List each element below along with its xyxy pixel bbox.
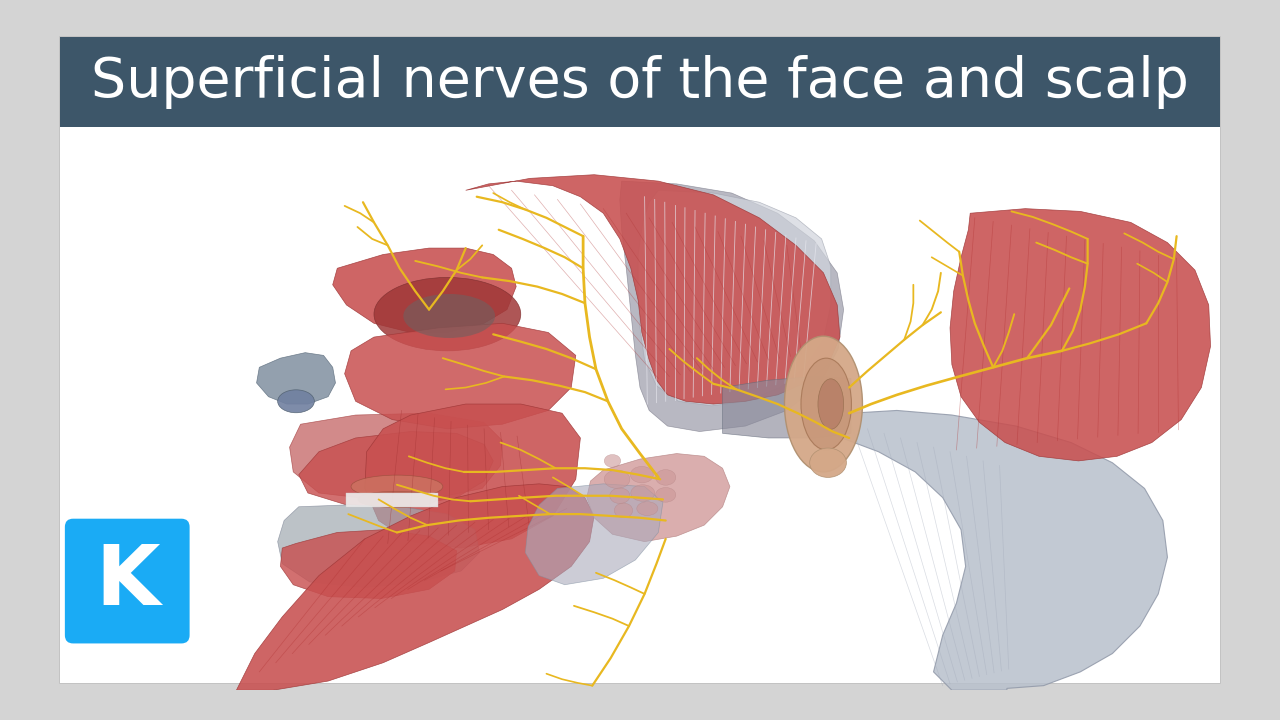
Polygon shape bbox=[298, 431, 493, 507]
Ellipse shape bbox=[278, 390, 315, 413]
Text: K: K bbox=[95, 541, 160, 621]
Ellipse shape bbox=[609, 488, 630, 503]
Polygon shape bbox=[823, 410, 1167, 690]
Polygon shape bbox=[525, 484, 663, 585]
Ellipse shape bbox=[604, 470, 630, 488]
Polygon shape bbox=[237, 484, 594, 690]
Polygon shape bbox=[620, 181, 844, 431]
Ellipse shape bbox=[374, 277, 521, 351]
Polygon shape bbox=[586, 454, 730, 541]
Ellipse shape bbox=[604, 454, 621, 467]
Ellipse shape bbox=[351, 475, 443, 498]
Polygon shape bbox=[950, 209, 1211, 461]
Ellipse shape bbox=[655, 487, 676, 502]
Ellipse shape bbox=[358, 491, 436, 508]
Ellipse shape bbox=[614, 503, 632, 518]
Polygon shape bbox=[722, 377, 851, 438]
Polygon shape bbox=[639, 190, 831, 406]
Ellipse shape bbox=[403, 294, 495, 338]
Ellipse shape bbox=[636, 502, 658, 516]
Polygon shape bbox=[280, 530, 457, 598]
Ellipse shape bbox=[631, 485, 654, 501]
Polygon shape bbox=[278, 505, 480, 588]
Ellipse shape bbox=[810, 448, 846, 477]
Polygon shape bbox=[333, 248, 516, 333]
Polygon shape bbox=[466, 175, 840, 404]
Ellipse shape bbox=[785, 336, 863, 472]
FancyBboxPatch shape bbox=[65, 518, 189, 644]
Polygon shape bbox=[365, 404, 580, 548]
Text: Superficial nerves of the face and scalp: Superficial nerves of the face and scalp bbox=[91, 55, 1189, 109]
Bar bbox=[60, 37, 1220, 127]
Polygon shape bbox=[289, 413, 503, 500]
FancyBboxPatch shape bbox=[60, 37, 1220, 683]
Polygon shape bbox=[256, 353, 335, 404]
Ellipse shape bbox=[818, 379, 844, 429]
Ellipse shape bbox=[801, 358, 851, 450]
Ellipse shape bbox=[630, 467, 653, 483]
Bar bbox=[347, 493, 438, 507]
Polygon shape bbox=[344, 323, 576, 429]
Bar bbox=[60, 127, 1220, 683]
Ellipse shape bbox=[655, 469, 676, 485]
